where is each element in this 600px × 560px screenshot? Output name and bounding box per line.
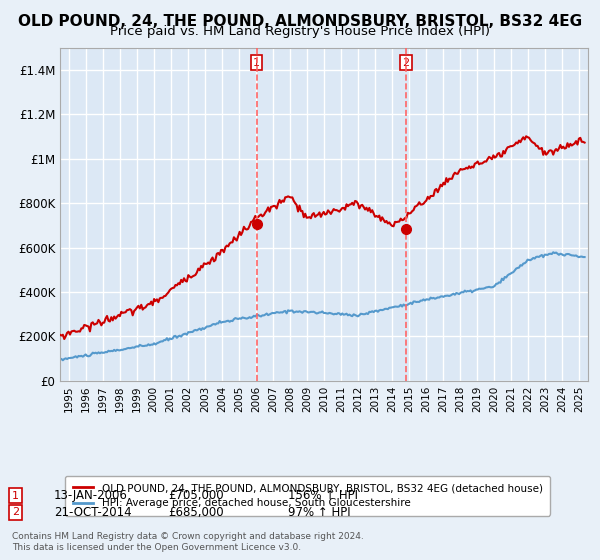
Text: £685,000: £685,000 (168, 506, 224, 519)
Text: 1: 1 (12, 491, 19, 501)
Text: 13-JAN-2006: 13-JAN-2006 (54, 489, 128, 502)
Text: Contains HM Land Registry data © Crown copyright and database right 2024.
This d: Contains HM Land Registry data © Crown c… (12, 532, 364, 552)
Text: 2: 2 (12, 507, 19, 517)
Text: £705,000: £705,000 (168, 489, 224, 502)
Text: 97% ↑ HPI: 97% ↑ HPI (288, 506, 350, 519)
Text: Price paid vs. HM Land Registry's House Price Index (HPI): Price paid vs. HM Land Registry's House … (110, 25, 490, 38)
Text: 21-OCT-2014: 21-OCT-2014 (54, 506, 131, 519)
Text: OLD POUND, 24, THE POUND, ALMONDSBURY, BRISTOL, BS32 4EG: OLD POUND, 24, THE POUND, ALMONDSBURY, B… (18, 14, 582, 29)
Text: 2: 2 (402, 58, 409, 68)
Text: 156% ↑ HPI: 156% ↑ HPI (288, 489, 358, 502)
Legend: OLD POUND, 24, THE POUND, ALMONDSBURY, BRISTOL, BS32 4EG (detached house), HPI: : OLD POUND, 24, THE POUND, ALMONDSBURY, B… (65, 476, 550, 516)
Text: 1: 1 (253, 58, 260, 68)
